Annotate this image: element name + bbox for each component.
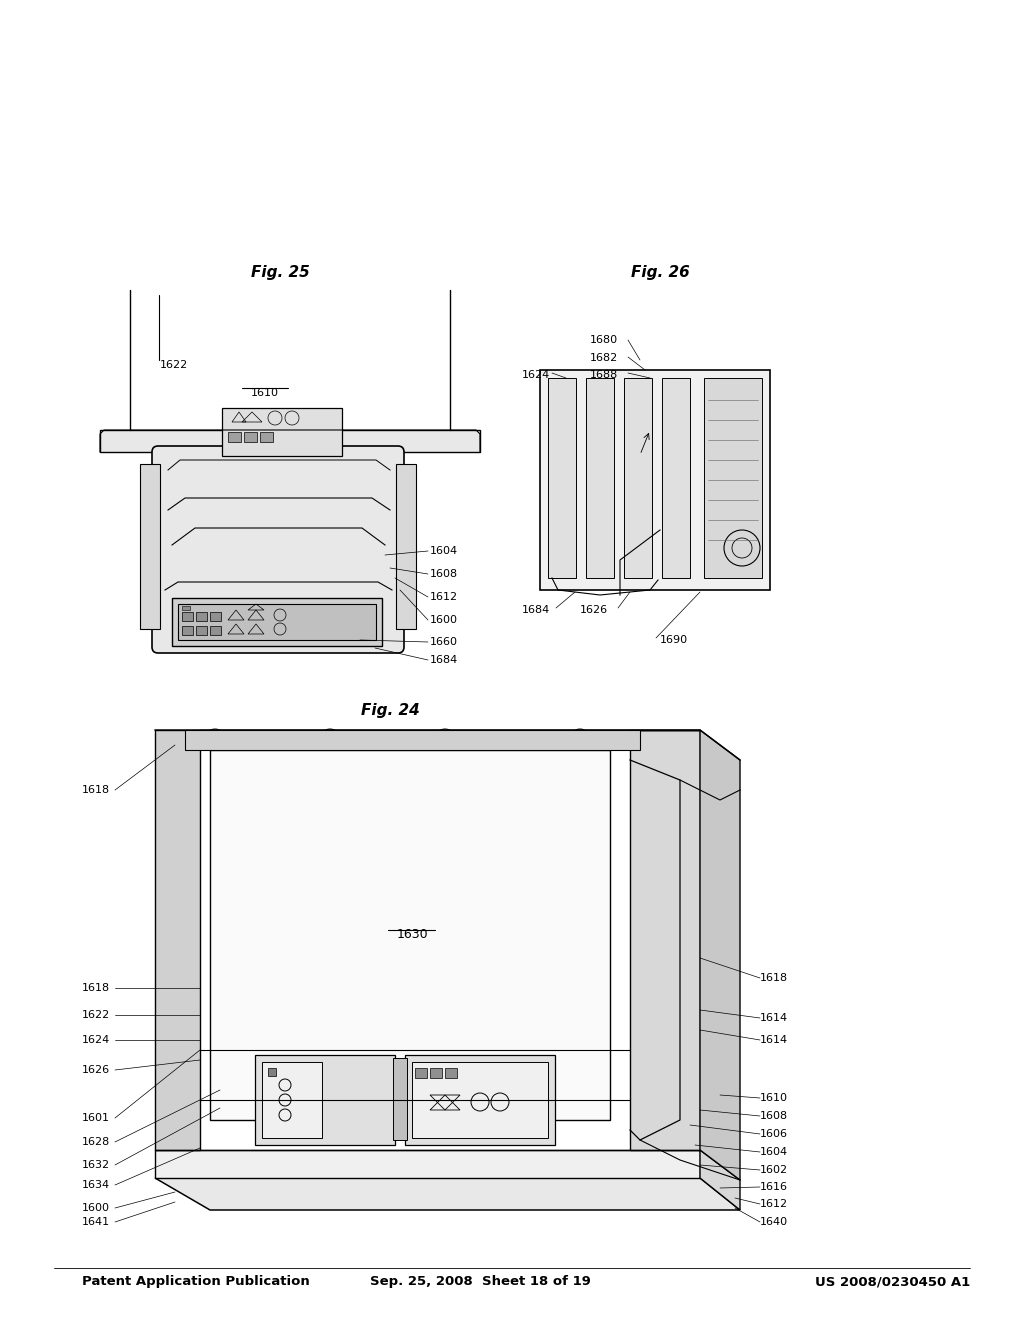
Bar [244,432,257,442]
Text: 1660: 1660 [430,638,458,647]
Bar [586,378,614,578]
Text: Sep. 25, 2008  Sheet 18 of 19: Sep. 25, 2008 Sheet 18 of 19 [370,1275,591,1288]
Text: 1610: 1610 [760,1093,788,1104]
Bar [185,730,640,750]
Bar [548,378,575,578]
Text: 1626: 1626 [82,1065,111,1074]
Text: 1616: 1616 [760,1181,788,1192]
Bar [393,1059,407,1140]
Bar [445,1068,457,1078]
Bar [222,408,342,455]
Text: Patent Application Publication: Patent Application Publication [82,1275,309,1288]
Text: 1600: 1600 [430,615,458,624]
FancyBboxPatch shape [152,446,404,653]
Text: 1624: 1624 [82,1035,111,1045]
Bar [210,626,221,635]
Text: 1640: 1640 [760,1217,788,1228]
Text: 1604: 1604 [760,1147,788,1158]
Text: 1684: 1684 [430,655,459,665]
Text: 1634: 1634 [82,1180,111,1191]
Text: 1600: 1600 [82,1203,110,1213]
Text: 1608: 1608 [430,569,458,579]
Text: 1602: 1602 [760,1166,788,1175]
Text: 1680: 1680 [590,335,618,345]
Text: 1618: 1618 [82,983,111,993]
Text: 1688: 1688 [590,370,618,380]
Text: US 2008/0230450 A1: US 2008/0230450 A1 [815,1275,970,1288]
Text: 1626: 1626 [580,605,608,615]
Text: 1632: 1632 [82,1160,111,1170]
Bar [662,378,690,578]
Bar [268,1068,276,1076]
Text: 1612: 1612 [430,591,458,602]
Text: 1618: 1618 [760,973,788,983]
Polygon shape [155,730,200,1150]
Bar [196,612,207,620]
Text: 1604: 1604 [430,546,458,556]
Text: 1641: 1641 [82,1217,111,1228]
Polygon shape [155,1150,700,1177]
Bar [210,750,610,1119]
Text: Fig. 25: Fig. 25 [251,264,309,280]
Bar [210,612,221,620]
Text: 1682: 1682 [590,352,618,363]
Bar [100,430,480,451]
Bar [178,605,376,640]
Text: 1610: 1610 [251,388,279,399]
Text: 1684: 1684 [522,605,550,615]
Bar [396,465,416,630]
Bar [172,598,382,645]
Bar [140,465,160,630]
Bar [182,612,193,620]
Polygon shape [700,1150,740,1210]
Bar [406,1055,555,1144]
Text: Fig. 24: Fig. 24 [360,702,420,718]
Bar [705,378,762,578]
Bar [182,626,193,635]
Text: 1606: 1606 [760,1129,788,1139]
Text: 1630: 1630 [396,928,428,941]
Text: 1601: 1601 [82,1113,110,1123]
Bar [430,1068,442,1078]
Text: 1608: 1608 [760,1111,788,1121]
Polygon shape [155,1177,740,1210]
Text: Fig. 26: Fig. 26 [631,264,689,280]
Bar [624,378,652,578]
Bar [415,1068,427,1078]
Bar [412,1063,548,1138]
Bar [260,432,273,442]
Bar [182,606,190,610]
Text: 1612: 1612 [760,1199,788,1209]
Text: 1628: 1628 [82,1137,111,1147]
Text: 1614: 1614 [760,1035,788,1045]
Text: 1624: 1624 [522,370,550,380]
Bar [228,432,241,442]
Text: 1690: 1690 [660,635,688,645]
Text: 1622: 1622 [82,1010,111,1020]
Text: 1622: 1622 [160,360,188,370]
Bar [255,1055,395,1144]
Bar [262,1063,322,1138]
Polygon shape [700,730,740,1180]
Text: 1618: 1618 [82,785,111,795]
Text: 1614: 1614 [760,1012,788,1023]
Bar [540,370,770,590]
Polygon shape [630,730,700,1150]
Bar [196,626,207,635]
